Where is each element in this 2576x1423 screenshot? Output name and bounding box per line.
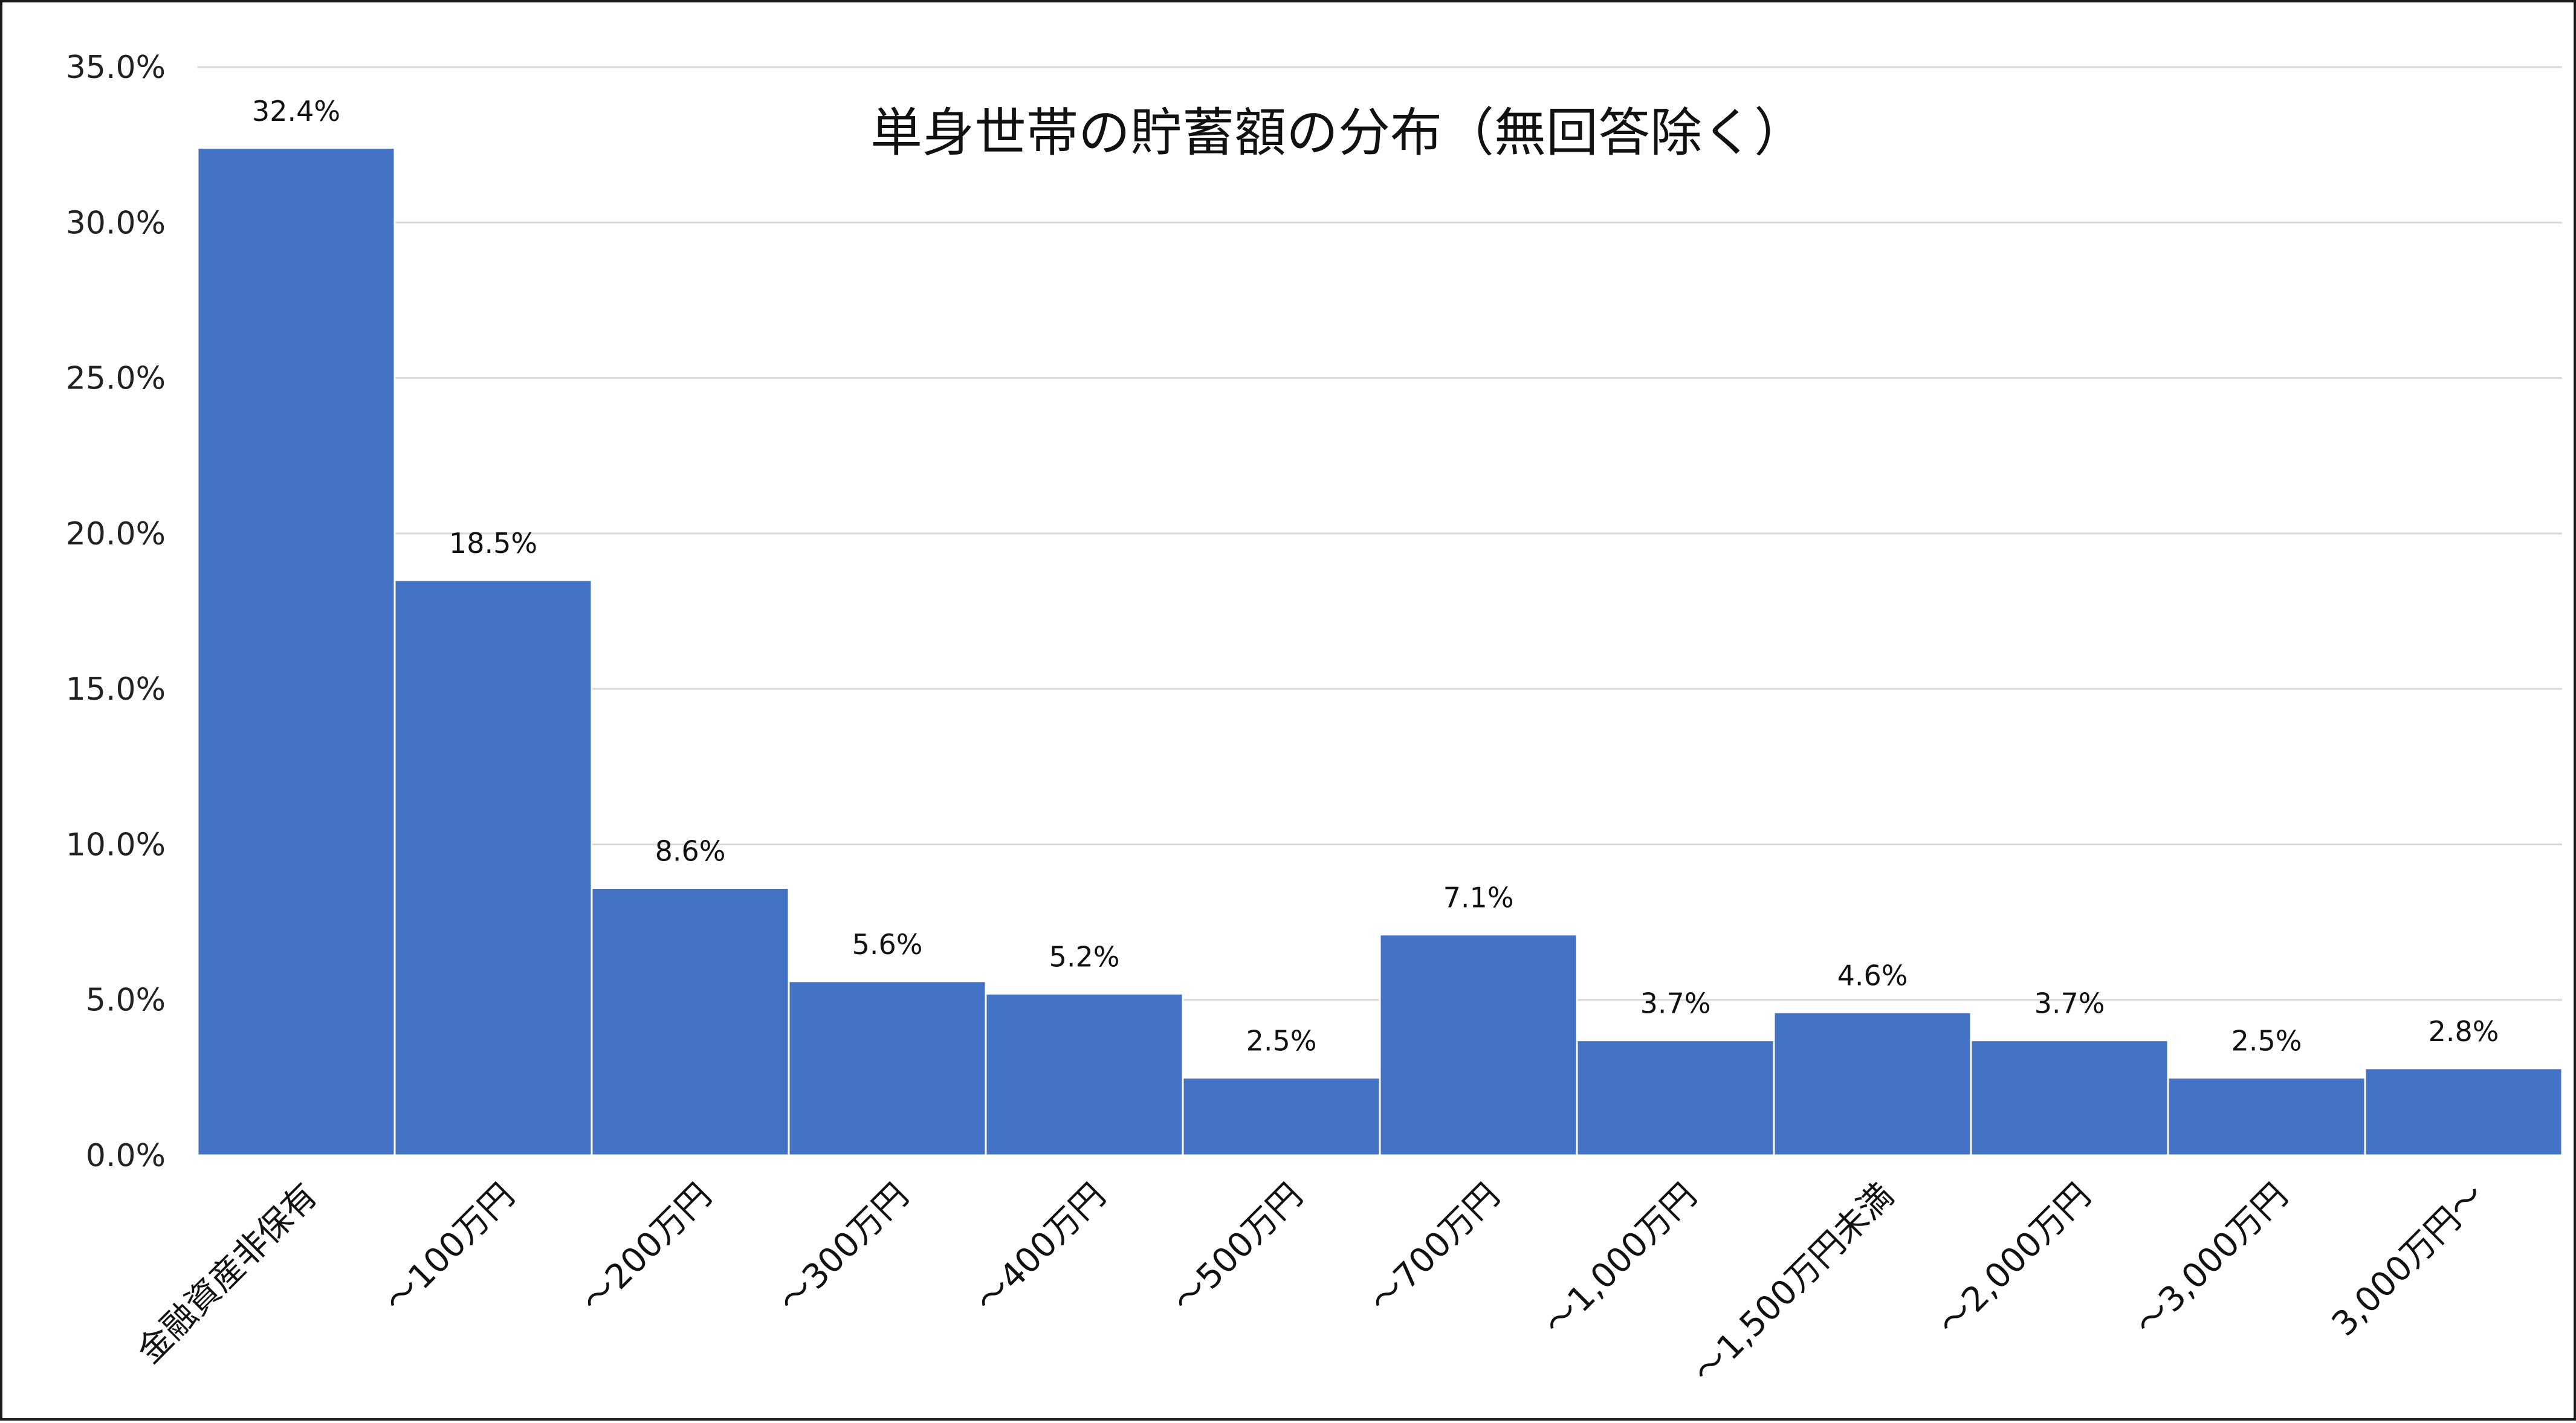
y-tick-label: 25.0% <box>66 361 166 397</box>
data-label: 2.5% <box>1246 1024 1317 1057</box>
data-label: 32.4% <box>252 95 340 127</box>
x-tick-label: ～3,000万円 <box>2128 1176 2296 1344</box>
x-tick-label: ～500万円 <box>1165 1176 1310 1321</box>
y-tick-label: 15.0% <box>66 671 166 708</box>
bar <box>1182 1076 1381 1157</box>
x-tick-label: ～1,000万円 <box>1536 1176 1704 1344</box>
bar <box>591 886 790 1157</box>
bar <box>1970 1039 2169 1157</box>
y-tick-label: 30.0% <box>66 205 166 241</box>
bar <box>985 992 1184 1157</box>
y-tick-label: 0.0% <box>86 1138 166 1174</box>
x-axis-ticks: 金融資産非保有 ～100万円 ～200万円 ～300万円 ～400万円 ～500万円 ～70… <box>130 1176 2493 1392</box>
data-label: 3.7% <box>2034 987 2105 1020</box>
chart-title: 単身世帯の貯蓄額の分布（無回答除く） <box>870 103 1806 163</box>
data-label: 3.7% <box>1640 987 1711 1020</box>
x-tick-label: ～300万円 <box>771 1176 916 1321</box>
y-axis-ticks: 0.0% 5.0% 10.0% 15.0% 20.0% 25.0% 30.0% 35.0% <box>66 50 166 1174</box>
bar <box>393 579 593 1157</box>
x-tick-label: ～700万円 <box>1362 1176 1507 1321</box>
bars <box>196 147 2563 1157</box>
data-label: 2.8% <box>2429 1015 2499 1048</box>
x-tick-label: 3,000万円～ <box>2325 1176 2493 1344</box>
bar <box>1773 1011 1972 1157</box>
y-tick-label: 20.0% <box>66 516 166 552</box>
x-tick-label: 金融資産非保有 <box>130 1176 325 1371</box>
x-tick-label: ～400万円 <box>968 1176 1113 1321</box>
bar <box>2167 1076 2366 1157</box>
bar <box>1576 1039 1775 1157</box>
data-label: 5.2% <box>1049 940 1120 973</box>
data-label: 4.6% <box>1837 959 1908 992</box>
y-tick-label: 10.0% <box>66 827 166 863</box>
x-tick-label: ～100万円 <box>377 1176 522 1321</box>
x-tick-label: ～2,000万円 <box>1930 1176 2099 1344</box>
bar <box>196 147 396 1157</box>
data-label: 18.5% <box>449 527 537 560</box>
bar <box>1379 934 1578 1157</box>
y-tick-label: 5.0% <box>86 983 166 1019</box>
data-label: 8.6% <box>655 834 726 867</box>
data-labels: 32.4% 18.5% 8.6% 5.6% 5.2% 2.5% 7.1% 3.7% 4.6% 3.… <box>252 95 2499 1057</box>
bar <box>788 980 987 1157</box>
data-label: 5.6% <box>852 928 923 961</box>
x-tick-label: ～200万円 <box>574 1176 719 1321</box>
bar <box>2364 1067 2563 1157</box>
y-tick-label: 35.0% <box>66 50 166 86</box>
data-label: 7.1% <box>1443 882 1514 914</box>
data-label: 2.5% <box>2231 1024 2302 1057</box>
x-tick-label: ～1,500万円未満 <box>1686 1176 1901 1392</box>
